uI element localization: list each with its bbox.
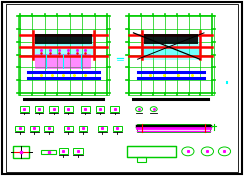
Bar [33, 34, 94, 56]
Bar [35, 34, 92, 45]
Bar [79, 126, 87, 131]
Bar [49, 106, 58, 112]
Bar [129, 16, 212, 93]
Bar [96, 106, 104, 112]
Bar [35, 34, 90, 45]
Bar [113, 126, 122, 131]
Bar [128, 15, 214, 95]
Bar [13, 146, 29, 158]
Bar [142, 47, 200, 59]
Bar [127, 146, 176, 157]
Bar [18, 15, 109, 95]
Bar [110, 106, 119, 112]
Bar [20, 106, 29, 112]
Bar [73, 148, 83, 155]
Bar [15, 126, 24, 131]
Bar [137, 157, 146, 162]
Bar [98, 126, 107, 131]
Bar [64, 126, 73, 131]
Bar [144, 34, 198, 45]
Bar [137, 124, 210, 132]
Bar [64, 106, 73, 112]
Bar [142, 34, 200, 56]
Bar [81, 106, 90, 112]
Bar [59, 148, 68, 155]
Bar [30, 126, 39, 131]
Bar [20, 16, 107, 93]
Bar [44, 126, 53, 131]
Bar [41, 150, 56, 154]
Bar [35, 106, 43, 112]
Bar [35, 54, 90, 68]
